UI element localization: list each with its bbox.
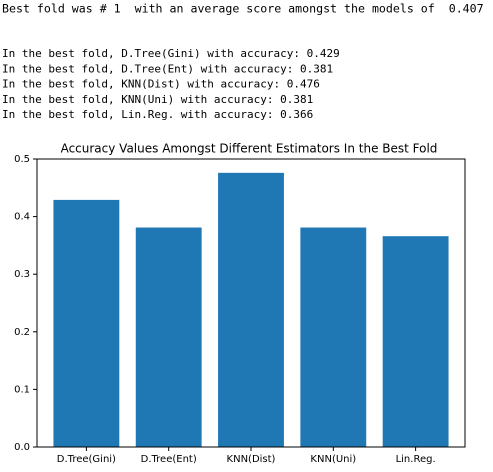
- output-line: In the best fold, D.Tree(Gini) with accu…: [2, 47, 340, 60]
- bar: [53, 199, 120, 447]
- plot-frame: [36, 158, 466, 448]
- output-line: In the best fold, D.Tree(Ent) with accur…: [2, 62, 333, 75]
- y-tick-label: 0.4: [14, 212, 30, 223]
- y-tick-label: 0.5: [14, 154, 30, 165]
- output-line: In the best fold, KNN(Uni) with accuracy…: [2, 93, 313, 106]
- chart-title: Accuracy Values Amongst Different Estima…: [61, 142, 438, 156]
- y-tick-label: 0.0: [14, 442, 30, 453]
- y-tick-label: 0.1: [14, 384, 30, 395]
- bar: [382, 236, 449, 447]
- output-line: In the best fold, Lin.Reg. with accuracy…: [2, 108, 313, 121]
- bar: [135, 227, 202, 447]
- output-header: Best fold was # 1 with an average score …: [2, 2, 484, 16]
- x-tick-label: D.Tree(Gini): [57, 454, 116, 465]
- x-tick-label: Lin.Reg.: [396, 454, 436, 465]
- x-tick-label: KNN(Dist): [227, 454, 276, 465]
- x-tick-label: D.Tree(Ent): [141, 454, 197, 465]
- bar: [300, 227, 367, 447]
- bar: [218, 172, 284, 447]
- x-tick-label: KNN(Uni): [310, 454, 356, 465]
- y-tick-label: 0.3: [14, 269, 30, 280]
- output-line: In the best fold, KNN(Dist) with accurac…: [2, 78, 320, 91]
- y-tick-label: 0.2: [14, 327, 30, 338]
